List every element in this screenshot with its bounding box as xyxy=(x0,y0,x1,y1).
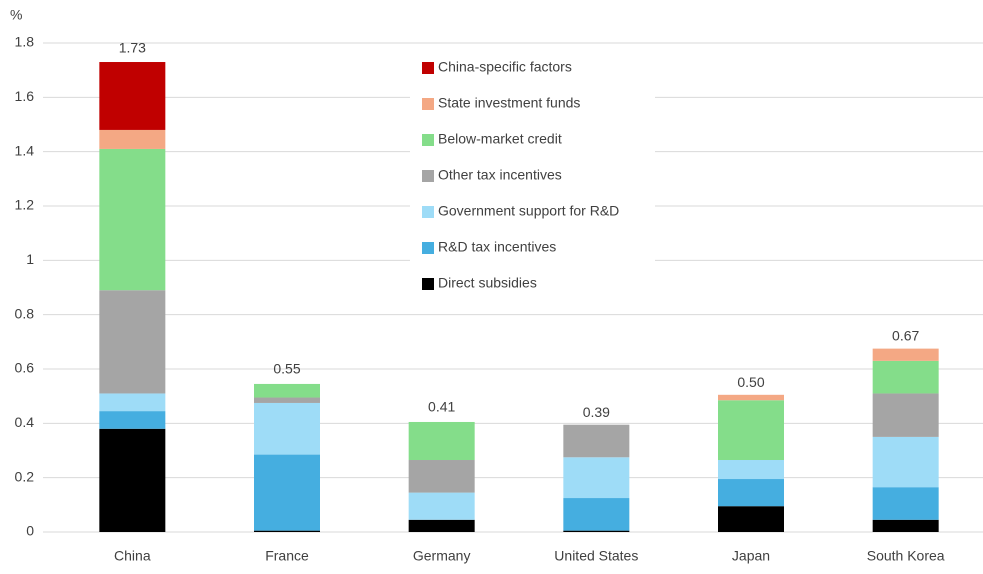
legend-swatch xyxy=(422,278,434,290)
bar-segment xyxy=(408,492,475,520)
bar-segment xyxy=(99,148,166,291)
bar-segment xyxy=(718,394,784,401)
bar-segment xyxy=(99,411,166,429)
bar-segment xyxy=(872,436,939,488)
legend-label: Government support for R&D xyxy=(438,203,619,219)
bar-segment xyxy=(872,393,939,437)
bar-segment xyxy=(872,487,939,520)
total-label: 0.39 xyxy=(583,404,610,420)
total-label: 0.67 xyxy=(892,328,919,344)
x-tick-label: Japan xyxy=(732,548,770,564)
legend-label: R&D tax incentives xyxy=(438,239,556,255)
bar-segment xyxy=(99,290,166,394)
legend-box xyxy=(410,52,655,300)
bar-segment xyxy=(99,62,166,130)
total-label: 0.50 xyxy=(737,374,764,390)
bar-segment xyxy=(408,519,475,532)
bar-segment xyxy=(99,428,166,532)
bar-segment xyxy=(254,530,320,532)
legend-swatch xyxy=(422,62,434,74)
x-tick-label: China xyxy=(114,548,151,564)
bar-segment xyxy=(718,400,784,461)
bar-segment xyxy=(408,421,475,461)
bar-segment xyxy=(872,519,939,532)
y-tick-label: 1.6 xyxy=(15,88,35,104)
y-tick-label: 0 xyxy=(26,523,34,539)
x-tick-label: United States xyxy=(554,548,638,564)
bar-segment xyxy=(872,360,939,394)
bar-segment xyxy=(718,460,784,480)
bar-segment xyxy=(99,393,166,412)
bar-segment xyxy=(718,506,784,532)
y-tick-label: 1.8 xyxy=(15,34,35,50)
bar-segment xyxy=(254,383,320,398)
bar-segment xyxy=(408,460,475,493)
bar-segment xyxy=(563,530,630,532)
legend-swatch xyxy=(422,170,434,182)
y-tick-label: 0.2 xyxy=(15,468,35,484)
bar-segment xyxy=(563,498,630,531)
y-tick-label: 0.8 xyxy=(15,305,35,321)
bar-segment xyxy=(563,424,630,458)
legend-label: China-specific factors xyxy=(438,59,572,75)
legend-label: Direct subsidies xyxy=(438,275,537,291)
y-tick-label: 1 xyxy=(26,251,34,267)
total-label: 0.55 xyxy=(273,360,300,376)
bar-segment xyxy=(254,397,320,403)
y-tick-label: 1.2 xyxy=(15,197,35,213)
x-tick-label: South Korea xyxy=(867,548,945,564)
bar-segment xyxy=(872,348,939,361)
x-tick-label: France xyxy=(265,548,309,564)
y-tick-label: 0.4 xyxy=(15,414,35,430)
bar-segment xyxy=(254,402,320,455)
bar-segment xyxy=(254,454,320,531)
total-label: 1.73 xyxy=(119,40,146,56)
legend-label: State investment funds xyxy=(438,95,580,111)
legend-swatch xyxy=(422,206,434,218)
bar-segment xyxy=(563,457,630,499)
y-tick-label: 0.6 xyxy=(15,360,35,376)
y-axis-label: % xyxy=(10,7,22,23)
legend-label: Other tax incentives xyxy=(438,167,562,183)
bar-segment xyxy=(99,129,166,149)
x-tick-label: Germany xyxy=(413,548,471,564)
bar-segment xyxy=(718,479,784,507)
legend-swatch xyxy=(422,242,434,254)
total-label: 0.41 xyxy=(428,398,455,414)
y-tick-label: 1.4 xyxy=(15,142,35,158)
legend-swatch xyxy=(422,98,434,110)
legend-swatch xyxy=(422,134,434,146)
legend-label: Below-market credit xyxy=(438,131,562,147)
